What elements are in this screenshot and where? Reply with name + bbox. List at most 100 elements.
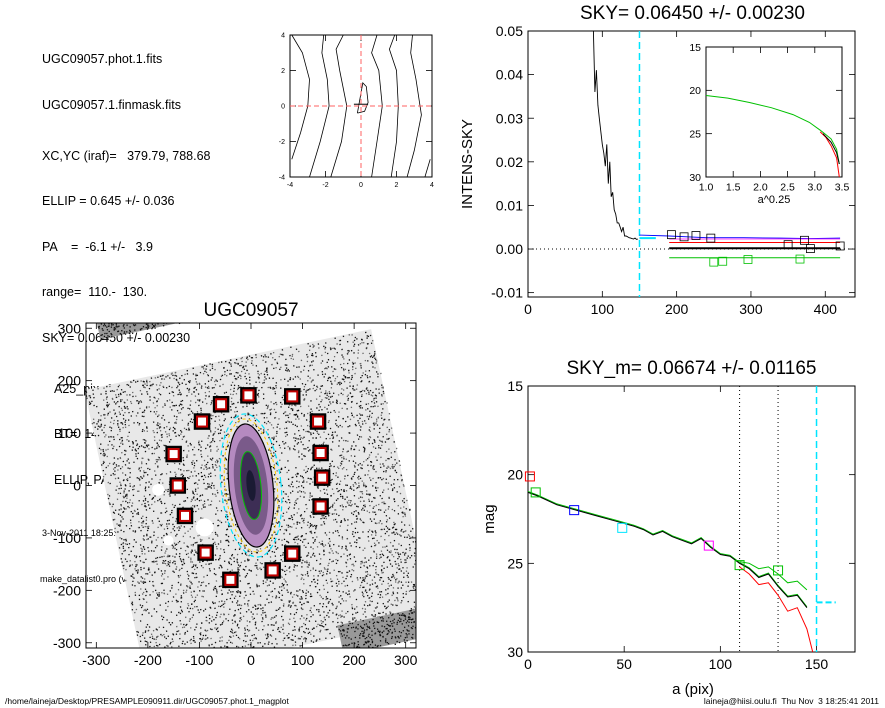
noise	[301, 453, 303, 455]
noise	[393, 500, 396, 503]
noise	[391, 489, 394, 492]
noise	[364, 590, 367, 593]
noise	[334, 518, 337, 521]
noise	[172, 523, 174, 526]
noise	[338, 440, 341, 442]
noise	[140, 476, 143, 479]
noise	[229, 630, 232, 633]
noise	[305, 597, 307, 600]
noise	[373, 468, 375, 471]
noise	[199, 494, 202, 497]
noise	[370, 534, 373, 536]
noise	[345, 612, 347, 615]
noise	[417, 604, 419, 606]
noise	[143, 548, 146, 551]
noise	[210, 441, 213, 443]
noise	[275, 548, 278, 550]
noise	[128, 440, 130, 442]
noise	[273, 387, 276, 390]
noise	[282, 639, 285, 642]
noise	[200, 584, 202, 587]
noise	[354, 531, 357, 534]
noise	[122, 460, 125, 463]
noise	[229, 641, 232, 644]
noise	[388, 419, 390, 421]
noise	[334, 530, 337, 532]
noise	[358, 449, 361, 452]
noise	[382, 611, 384, 614]
noise	[383, 418, 386, 421]
noise	[201, 590, 204, 592]
noise	[387, 482, 390, 484]
noise	[372, 466, 374, 468]
noise	[169, 406, 171, 408]
noise	[300, 526, 303, 529]
noise	[375, 504, 378, 507]
noise	[186, 454, 188, 456]
noise	[276, 470, 278, 472]
noise	[339, 424, 341, 427]
noise	[329, 632, 331, 635]
noise	[356, 434, 359, 436]
noise	[166, 555, 169, 558]
noise	[240, 542, 242, 545]
noise	[196, 541, 198, 544]
noise	[131, 575, 133, 577]
noise	[288, 517, 290, 520]
noise	[237, 646, 240, 648]
noise	[180, 609, 183, 612]
noise	[201, 401, 204, 403]
noise	[274, 481, 277, 483]
noise	[105, 398, 108, 400]
noise	[187, 546, 189, 548]
noise	[153, 501, 156, 503]
noise	[102, 469, 105, 472]
noise	[358, 513, 360, 515]
noise	[372, 391, 374, 394]
noise	[194, 454, 196, 456]
sky-marker	[706, 233, 716, 243]
noise	[109, 503, 111, 506]
noise	[295, 527, 298, 530]
noise	[316, 582, 319, 585]
noise	[303, 622, 305, 625]
noise	[331, 449, 333, 451]
noise	[247, 630, 250, 632]
noise	[318, 608, 320, 611]
noise	[282, 605, 285, 607]
noise	[126, 460, 128, 462]
noise	[263, 381, 265, 384]
noise	[338, 601, 340, 603]
noise	[194, 629, 196, 631]
noise	[214, 469, 216, 471]
noise	[305, 546, 307, 549]
noise	[121, 436, 123, 439]
noise	[126, 383, 128, 386]
noise	[306, 572, 309, 575]
noise	[111, 505, 114, 508]
noise	[211, 482, 213, 484]
noise	[341, 468, 344, 470]
noise	[143, 535, 145, 537]
noise	[365, 422, 367, 425]
noise	[289, 570, 291, 573]
noise	[352, 590, 355, 592]
noise	[229, 369, 231, 372]
noise	[303, 521, 305, 524]
noise	[345, 468, 348, 471]
noise	[189, 587, 191, 589]
noise	[181, 374, 183, 377]
noise	[394, 464, 397, 466]
noise	[126, 438, 128, 441]
noise	[225, 539, 228, 542]
noise	[400, 570, 403, 572]
noise	[134, 568, 136, 570]
noise	[318, 433, 320, 436]
noise	[310, 640, 313, 642]
noise	[117, 492, 120, 495]
noise	[246, 369, 248, 372]
noise	[313, 578, 316, 581]
noise	[353, 473, 356, 476]
noise	[304, 455, 306, 458]
sky-marker	[800, 235, 809, 245]
